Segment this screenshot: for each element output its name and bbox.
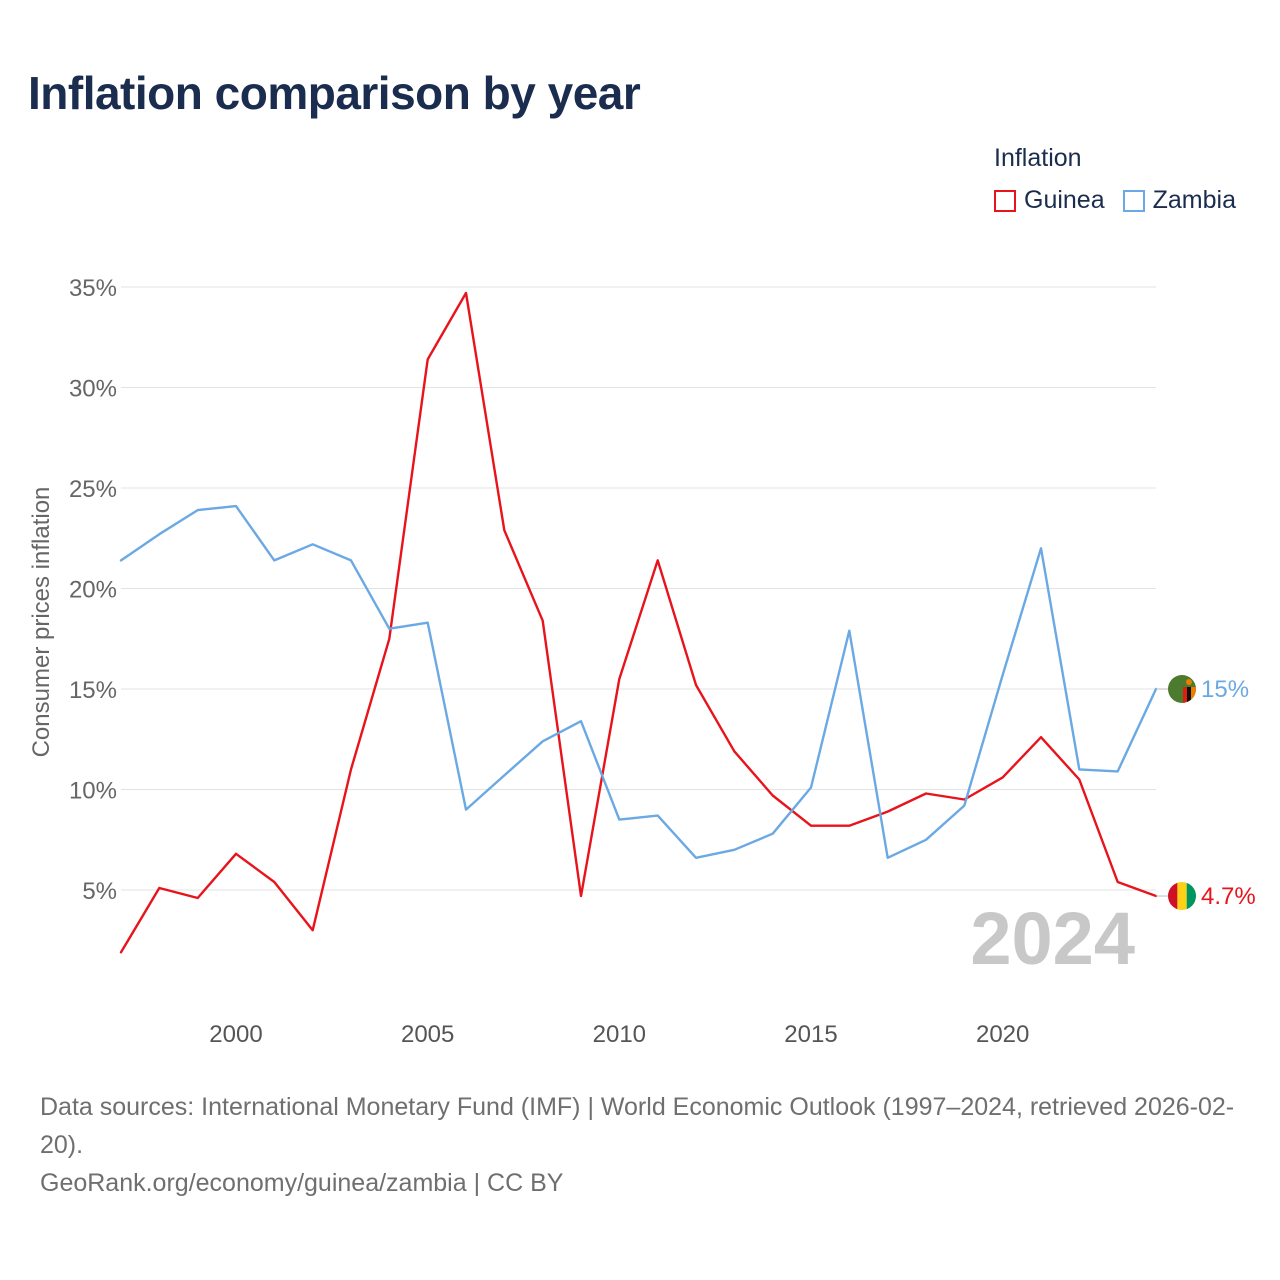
y-tick-label: 5% [82, 878, 117, 905]
y-tick-label: 20% [69, 577, 117, 604]
legend-label-zambia: Zambia [1152, 186, 1236, 214]
legend-item-zambia[interactable]: Zambia [1122, 186, 1236, 215]
end-markers: 15% 4.7% [1156, 675, 1256, 911]
y-tick-label: 30% [69, 376, 117, 403]
x-tick-label: 2015 [784, 1021, 837, 1048]
source-line-1: Data sources: International Monetary Fun… [40, 1093, 1235, 1159]
x-tick-label: 2000 [209, 1021, 262, 1048]
guinea-end-label: 4.7% [1201, 883, 1256, 910]
legend-item-guinea[interactable]: Guinea [994, 186, 1105, 215]
x-tick-label: 2010 [593, 1021, 646, 1048]
legend-label-guinea: Guinea [1024, 186, 1105, 214]
x-tick-label: 2020 [976, 1021, 1029, 1048]
series-line-zambia [119, 504, 1158, 859]
y-tick-label: 35% [69, 275, 117, 302]
chart-title: Inflation comparison by year [28, 67, 641, 119]
series-line-guinea [119, 291, 1158, 954]
y-tick-label: 10% [69, 778, 117, 805]
source-note: Data sources: International Monetary Fun… [40, 1088, 1250, 1202]
y-tick-labels: 5% 10% 15% 20% 25% 30% 35% [69, 275, 117, 905]
guinea-flag-icon [1168, 882, 1196, 911]
x-tick-label: 2005 [401, 1021, 454, 1048]
series-lines [119, 291, 1158, 954]
y-tick-label: 25% [69, 476, 117, 503]
gridlines [121, 286, 1156, 891]
legend-swatch-guinea [994, 189, 1016, 212]
zambia-end-label: 15% [1201, 676, 1249, 703]
y-tick-label: 15% [69, 677, 117, 704]
source-line-2[interactable]: GeoRank.org/economy/guinea/zambia | CC B… [40, 1169, 564, 1197]
legend-swatch-zambia [1122, 189, 1145, 212]
legend: Guinea Zambia [994, 186, 1254, 215]
line-chart: 5% 10% 15% 20% 25% 30% 35% 2000 2005 2010 2015 202… [69, 275, 1256, 1048]
x-tick-labels: 2000 2005 2010 2015 2020 [209, 1021, 1029, 1048]
year-watermark: 2024 [970, 897, 1135, 980]
legend-title: Inflation [994, 144, 1082, 172]
zambia-flag-icon [1168, 675, 1196, 703]
